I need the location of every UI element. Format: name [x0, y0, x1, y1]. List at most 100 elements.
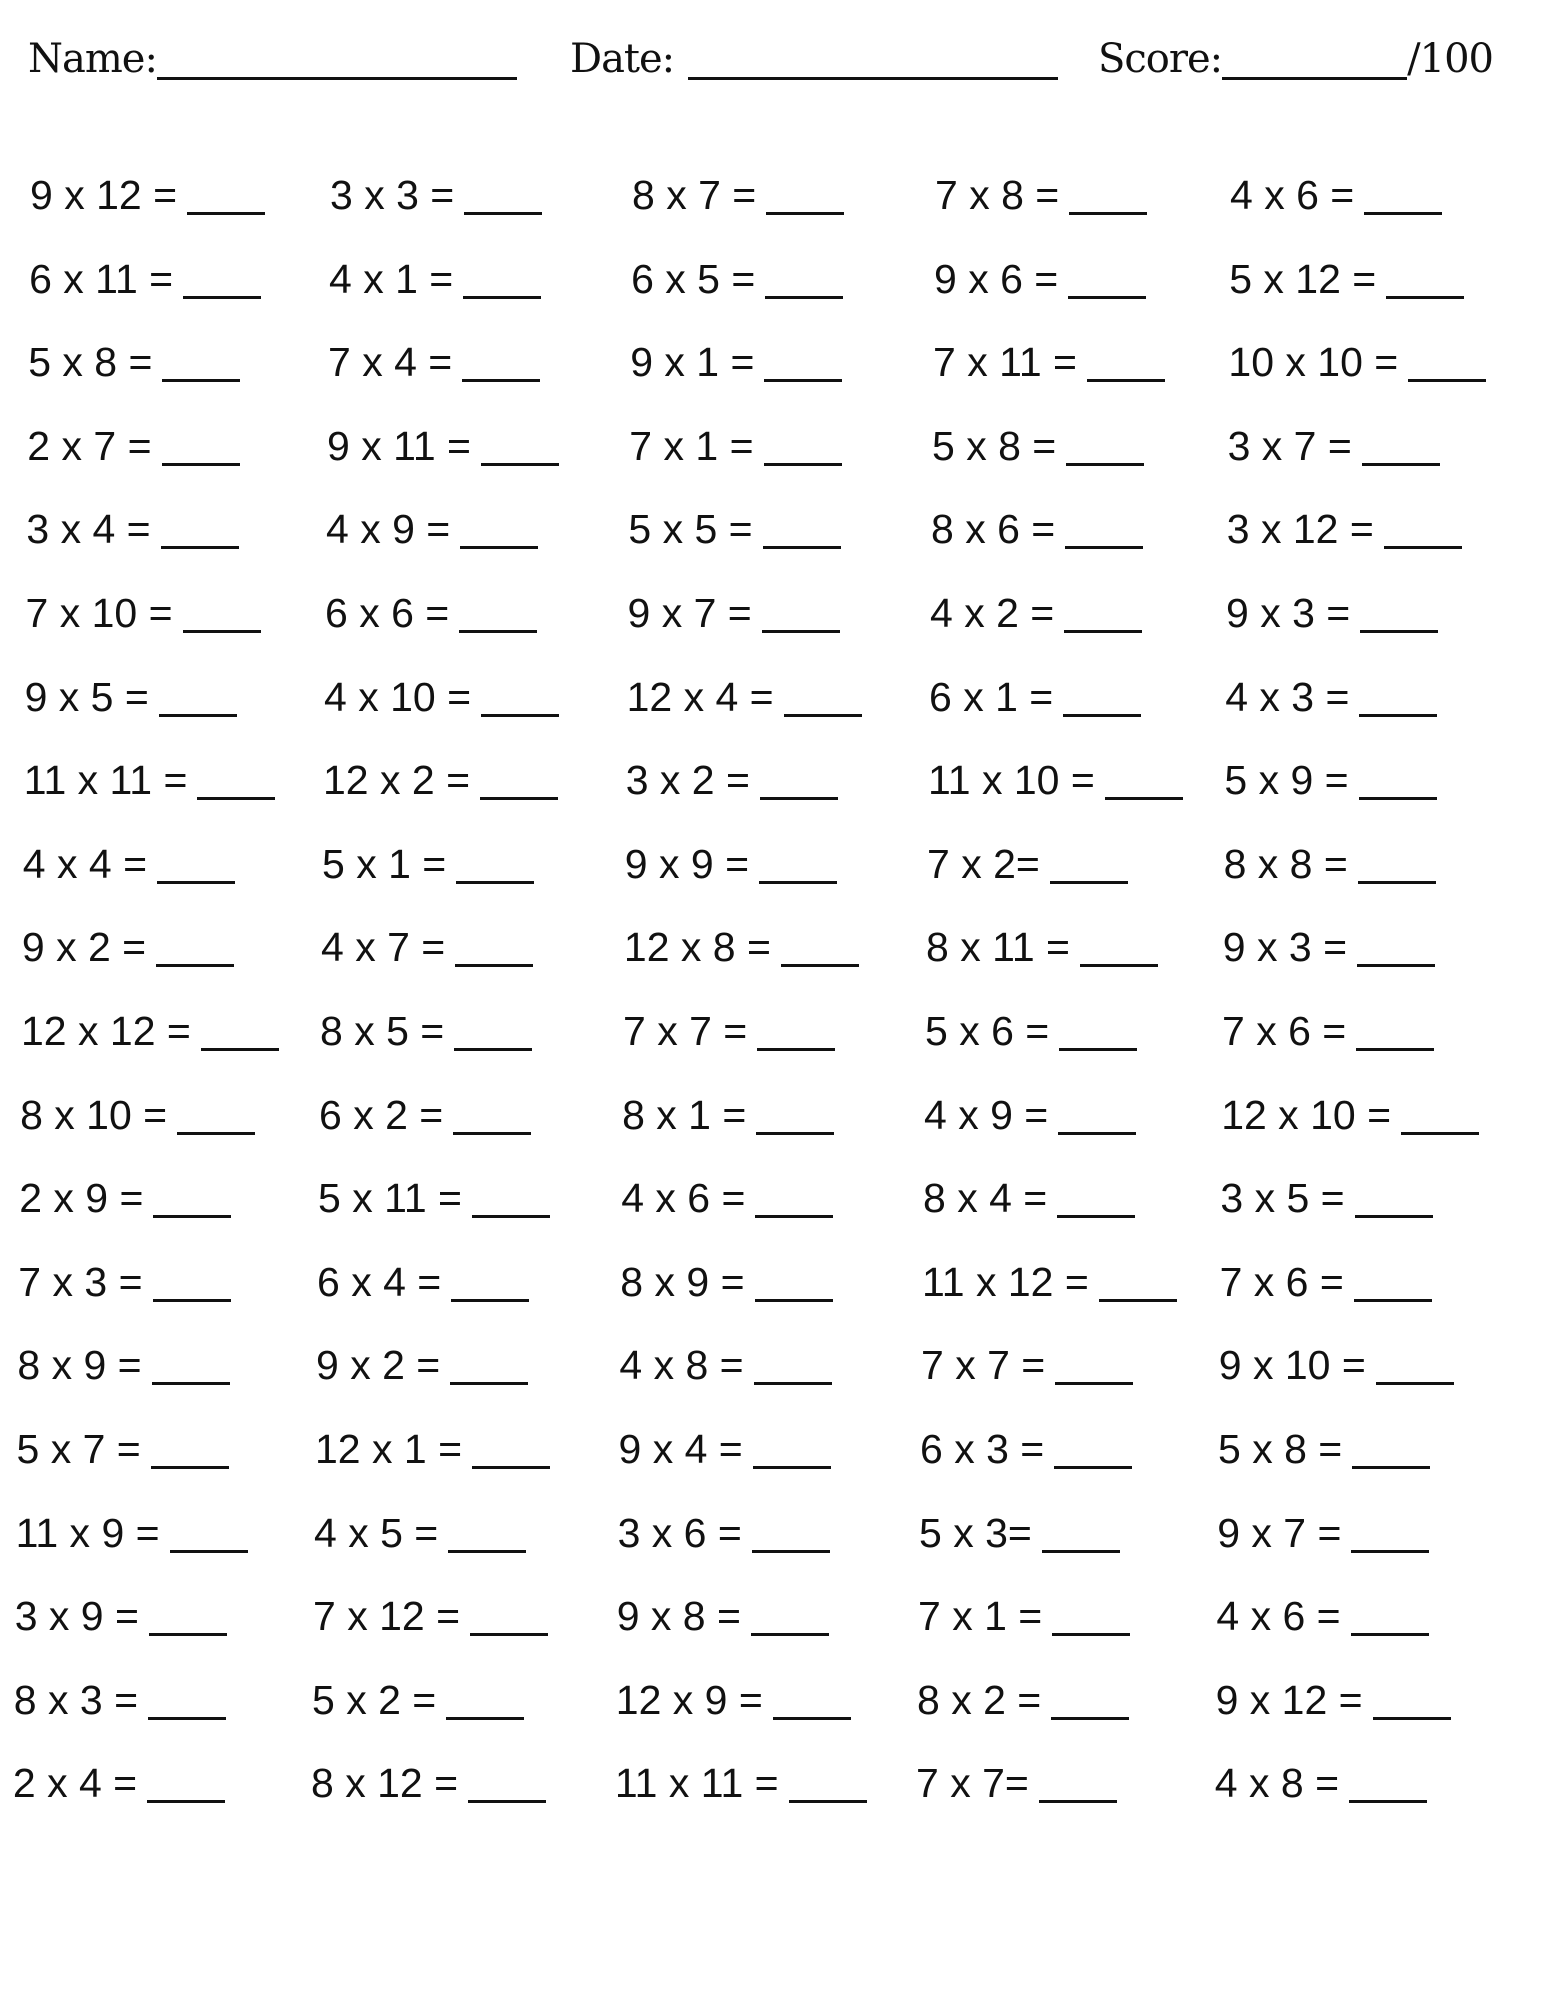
- answer-blank[interactable]: [1350, 1633, 1429, 1637]
- answer-blank[interactable]: [759, 797, 838, 801]
- answer-blank[interactable]: [147, 1800, 226, 1804]
- answer-blank[interactable]: [1349, 1800, 1428, 1804]
- answer-blank[interactable]: [766, 212, 845, 215]
- answer-blank[interactable]: [448, 1549, 527, 1553]
- answer-blank[interactable]: [1054, 1465, 1133, 1469]
- answer-blank[interactable]: [783, 713, 862, 717]
- answer-blank[interactable]: [1352, 1465, 1431, 1469]
- answer-blank[interactable]: [761, 629, 840, 633]
- answer-blank[interactable]: [158, 713, 237, 717]
- answer-blank[interactable]: [1357, 880, 1436, 884]
- answer-blank[interactable]: [151, 1382, 230, 1386]
- answer-blank[interactable]: [1401, 1131, 1480, 1135]
- date-line[interactable]: [688, 76, 1059, 80]
- answer-blank[interactable]: [755, 1215, 834, 1219]
- answer-blank[interactable]: [1383, 546, 1462, 550]
- answer-blank[interactable]: [754, 1298, 833, 1302]
- answer-blank[interactable]: [161, 462, 240, 466]
- answer-blank[interactable]: [772, 1716, 851, 1720]
- answer-blank[interactable]: [764, 379, 843, 383]
- answer-blank[interactable]: [1357, 964, 1436, 968]
- name-line[interactable]: [156, 76, 517, 80]
- answer-blank[interactable]: [788, 1800, 867, 1804]
- answer-blank[interactable]: [763, 462, 842, 466]
- answer-blank[interactable]: [162, 379, 241, 383]
- answer-blank[interactable]: [472, 1465, 551, 1469]
- answer-blank[interactable]: [1372, 1716, 1451, 1720]
- answer-blank[interactable]: [1052, 1633, 1131, 1637]
- answer-blank[interactable]: [1049, 880, 1128, 884]
- answer-blank[interactable]: [1051, 1716, 1130, 1720]
- answer-blank[interactable]: [1375, 1382, 1454, 1386]
- answer-blank[interactable]: [464, 212, 543, 215]
- answer-blank[interactable]: [1356, 1047, 1435, 1051]
- answer-blank[interactable]: [756, 1131, 835, 1135]
- answer-blank[interactable]: [451, 1298, 530, 1302]
- answer-blank[interactable]: [152, 1298, 231, 1302]
- answer-blank[interactable]: [1086, 379, 1165, 383]
- answer-blank[interactable]: [762, 546, 841, 550]
- answer-blank[interactable]: [480, 797, 559, 801]
- answer-blank[interactable]: [750, 1633, 829, 1637]
- answer-blank[interactable]: [481, 713, 560, 717]
- answer-blank[interactable]: [1038, 1800, 1117, 1804]
- answer-blank[interactable]: [156, 964, 235, 968]
- answer-blank[interactable]: [182, 629, 261, 633]
- answer-blank[interactable]: [187, 212, 266, 215]
- answer-blank[interactable]: [757, 1047, 836, 1051]
- answer-blank[interactable]: [1351, 1549, 1430, 1553]
- answer-blank[interactable]: [460, 546, 539, 550]
- answer-blank[interactable]: [1104, 797, 1183, 801]
- answer-blank[interactable]: [1353, 1298, 1432, 1302]
- answer-blank[interactable]: [150, 1465, 229, 1469]
- answer-blank[interactable]: [453, 1131, 532, 1135]
- answer-blank[interactable]: [157, 880, 236, 884]
- answer-blank[interactable]: [753, 1382, 832, 1386]
- answer-blank[interactable]: [459, 629, 538, 633]
- answer-blank[interactable]: [462, 379, 541, 383]
- answer-blank[interactable]: [463, 295, 542, 299]
- answer-blank[interactable]: [1068, 295, 1147, 299]
- answer-blank[interactable]: [1386, 295, 1465, 299]
- answer-blank[interactable]: [455, 964, 534, 968]
- answer-blank[interactable]: [480, 462, 559, 466]
- answer-blank[interactable]: [1069, 212, 1148, 215]
- answer-blank[interactable]: [1354, 1215, 1433, 1219]
- answer-blank[interactable]: [446, 1716, 525, 1720]
- answer-blank[interactable]: [454, 1047, 533, 1051]
- answer-blank[interactable]: [153, 1215, 232, 1219]
- answer-blank[interactable]: [148, 1716, 227, 1720]
- answer-blank[interactable]: [1359, 713, 1438, 717]
- answer-blank[interactable]: [197, 797, 276, 801]
- answer-blank[interactable]: [759, 880, 838, 884]
- answer-blank[interactable]: [752, 1465, 831, 1469]
- answer-blank[interactable]: [1358, 797, 1437, 801]
- score-line[interactable]: [1222, 76, 1408, 80]
- answer-blank[interactable]: [1066, 462, 1145, 466]
- answer-blank[interactable]: [468, 1800, 547, 1804]
- answer-blank[interactable]: [177, 1131, 256, 1135]
- answer-blank[interactable]: [780, 964, 859, 968]
- answer-blank[interactable]: [1065, 546, 1144, 550]
- answer-blank[interactable]: [1055, 1382, 1134, 1386]
- answer-blank[interactable]: [1360, 629, 1439, 633]
- answer-blank[interactable]: [1064, 629, 1143, 633]
- answer-blank[interactable]: [1041, 1549, 1120, 1553]
- answer-blank[interactable]: [471, 1215, 550, 1219]
- answer-blank[interactable]: [1361, 462, 1440, 466]
- answer-blank[interactable]: [160, 546, 239, 550]
- answer-blank[interactable]: [1079, 964, 1158, 968]
- answer-blank[interactable]: [1364, 212, 1443, 215]
- answer-blank[interactable]: [1063, 713, 1142, 717]
- answer-blank[interactable]: [1058, 1131, 1137, 1135]
- answer-blank[interactable]: [456, 880, 535, 884]
- answer-blank[interactable]: [148, 1633, 227, 1637]
- answer-blank[interactable]: [450, 1382, 529, 1386]
- answer-blank[interactable]: [751, 1549, 830, 1553]
- answer-blank[interactable]: [1408, 379, 1487, 383]
- answer-blank[interactable]: [470, 1633, 549, 1637]
- answer-blank[interactable]: [1098, 1298, 1177, 1302]
- answer-blank[interactable]: [1059, 1047, 1138, 1051]
- answer-blank[interactable]: [765, 295, 844, 299]
- answer-blank[interactable]: [169, 1549, 248, 1553]
